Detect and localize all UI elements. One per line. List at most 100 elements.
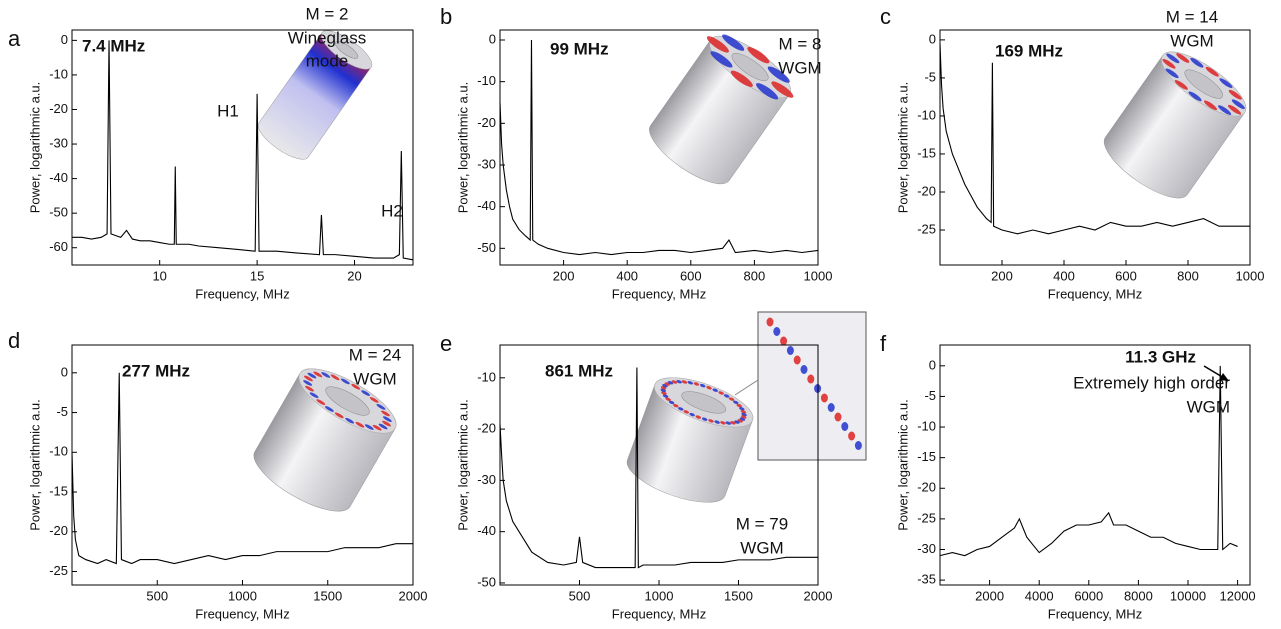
mode-lobe (304, 375, 313, 382)
mode-lobe (854, 441, 862, 450)
mode-lobe (330, 374, 340, 381)
y-tick-label: -30 (477, 156, 496, 171)
x-axis-label: Frequency, MHz (1048, 606, 1142, 621)
y-axis-label: Power, logarithmic a.u. (27, 399, 42, 531)
annotation: M = 2 (306, 4, 349, 23)
y-tick-label: -30 (917, 541, 936, 556)
y-tick-label: -5 (56, 404, 68, 419)
annotation: M = 24 (349, 345, 401, 364)
x-tick-label: 1000 (645, 588, 674, 603)
annotation: Extremely high order (1073, 373, 1230, 392)
mode-lobe (316, 399, 326, 405)
arrow-head (1219, 373, 1229, 381)
annotation: H1 (217, 101, 239, 120)
x-axis-label: Frequency, MHz (195, 606, 289, 621)
mode-lobe (1205, 66, 1219, 77)
mode-lobe (841, 422, 849, 431)
spectrum-line (72, 40, 414, 261)
mode-lobe (820, 393, 828, 403)
tube-bore (1184, 69, 1223, 99)
y-tick-label: 0 (929, 357, 936, 372)
mode-lobe (734, 420, 740, 424)
mode-lobe (681, 380, 688, 384)
zoom-box (757, 311, 867, 461)
mode-lobe (307, 372, 317, 379)
mode-lobe (756, 83, 779, 100)
y-tick-label: -20 (477, 421, 496, 436)
x-tick-label: 10000 (1170, 588, 1206, 603)
mode-lobe (722, 34, 745, 51)
mode-lobe (351, 383, 361, 390)
y-tick-label: -25 (49, 563, 68, 578)
x-axis-label: Frequency, MHz (612, 286, 706, 301)
x-tick-label: 2000 (399, 588, 428, 603)
mode-lobe (773, 327, 781, 336)
mode-lobe (723, 394, 730, 398)
y-tick-label: -50 (49, 205, 68, 220)
mode-lobe (667, 381, 674, 385)
y-tick-label: -50 (477, 240, 496, 255)
mode-lobe (1188, 91, 1202, 102)
panel-letter: f (880, 331, 887, 356)
y-tick-label: -40 (477, 523, 496, 538)
mode-lobe (807, 374, 815, 384)
y-tick-label: -5 (924, 388, 936, 403)
mode-lobe (695, 415, 702, 419)
spectrum-line (939, 365, 1238, 557)
mode-lobe (706, 386, 712, 390)
x-tick-label: 20 (347, 268, 361, 283)
mode-lobe (303, 380, 313, 386)
mode-lobe (1162, 58, 1176, 69)
mode-lobe (334, 412, 344, 419)
spectrum-line (499, 367, 818, 569)
mode-inset (1103, 51, 1247, 199)
y-tick-label: 0 (929, 31, 936, 46)
y-tick-label: 0 (61, 364, 68, 379)
annotation: WGM (1170, 31, 1213, 50)
y-tick-label: -20 (477, 115, 496, 130)
mode-lobe (693, 382, 700, 386)
y-tick-label: -10 (477, 369, 496, 384)
mode-lobe (381, 410, 390, 417)
peak-label: 861 MHz (545, 361, 613, 380)
mode-lobe (1174, 80, 1188, 90)
mode-lobe (1190, 57, 1204, 68)
tube-bore (334, 41, 359, 59)
annotation: mode (306, 51, 349, 70)
y-tick-label: -30 (477, 472, 496, 487)
mode-lobe (687, 381, 693, 385)
mode-lobe (372, 424, 382, 431)
peak-label: 99 MHz (550, 39, 609, 58)
x-tick-label: 10 (152, 268, 166, 283)
panel-letter: b (440, 4, 452, 29)
y-tick-label: -15 (917, 449, 936, 464)
x-tick-label: 500 (569, 588, 591, 603)
mode-lobe (767, 66, 790, 83)
mode-lobe (701, 417, 708, 421)
mode-lobe (364, 424, 374, 430)
y-tick-label: -20 (917, 183, 936, 198)
mode-lobe (683, 410, 689, 414)
x-tick-label: 800 (1177, 268, 1199, 283)
mode-lobe (712, 388, 718, 392)
y-tick-label: -40 (477, 198, 496, 213)
x-tick-label: 200 (991, 268, 1013, 283)
mode-lobe (369, 397, 379, 403)
mode-lobe (662, 394, 669, 398)
mode-lobe (668, 400, 675, 405)
mode-lobe (699, 383, 706, 388)
annotation: M = 14 (1166, 7, 1218, 26)
y-tick-label: -20 (917, 480, 936, 495)
arrow (1203, 365, 1225, 379)
x-axis-label: Frequency, MHz (612, 606, 706, 621)
mode-lobe (1218, 105, 1232, 115)
mode-lobe (313, 371, 323, 378)
y-tick-label: -20 (49, 101, 68, 116)
y-axis-label: Power, logarithmic a.u. (895, 399, 910, 531)
panel-letter: a (8, 26, 21, 51)
y-tick-label: -30 (49, 135, 68, 150)
mode-lobe (800, 365, 808, 374)
mode-lobe (786, 346, 794, 355)
x-tick-label: 200 (553, 268, 575, 283)
x-tick-label: 400 (1053, 268, 1075, 283)
